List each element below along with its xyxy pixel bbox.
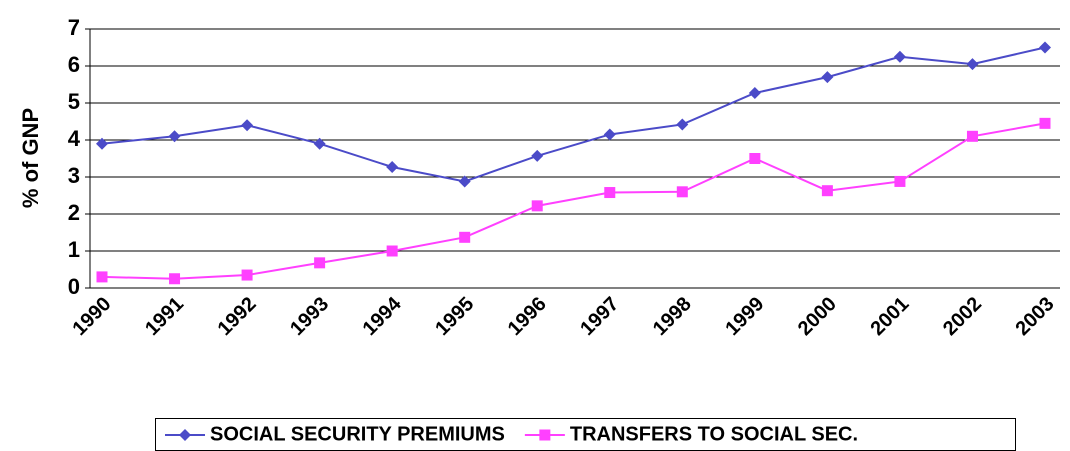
y-tick-label: 3: [68, 163, 80, 188]
marker: [386, 245, 398, 257]
marker: [821, 71, 834, 84]
x-tick-label: 2000: [794, 293, 841, 340]
y-tick-label: 4: [68, 126, 81, 151]
x-tick-label: 1991: [141, 293, 188, 340]
marker: [531, 149, 544, 162]
marker: [241, 119, 254, 132]
x-tick-label: 1994: [359, 292, 407, 340]
marker: [458, 175, 471, 188]
legend-label: SOCIAL SECURITY PREMIUMS: [210, 423, 505, 445]
marker: [313, 137, 326, 150]
marker: [96, 137, 108, 150]
marker: [531, 200, 543, 212]
x-tick-label: 2003: [1012, 293, 1059, 340]
x-tick-label: 1990: [69, 293, 116, 340]
marker: [749, 153, 761, 164]
y-tick-label: 7: [68, 15, 80, 40]
marker: [314, 257, 326, 269]
legend-box: [155, 418, 1016, 451]
marker: [603, 128, 616, 141]
x-tick-label: 2002: [939, 293, 986, 340]
series-line: [101, 46, 1046, 183]
marker: [1039, 117, 1051, 129]
marker: [96, 271, 108, 283]
marker: [748, 87, 761, 100]
marker: [676, 118, 689, 131]
x-tick-label: 2001: [866, 293, 913, 340]
x-tick-label: 1995: [431, 293, 478, 340]
x-tick-label: 1996: [504, 293, 551, 340]
marker: [893, 50, 906, 63]
x-tick-label: 1993: [286, 293, 333, 340]
marker: [539, 429, 551, 441]
y-tick-label: 2: [68, 200, 80, 225]
marker: [966, 130, 978, 142]
legend-label: TRANSFERS TO SOCIAL SEC.: [570, 423, 858, 445]
y-tick-label: 5: [68, 89, 80, 114]
marker: [894, 175, 906, 187]
y-tick-label: 1: [68, 237, 80, 262]
y-tick-label: 6: [68, 52, 80, 77]
x-tick-label: 1997: [576, 293, 623, 340]
marker: [169, 273, 181, 285]
marker: [966, 58, 979, 71]
marker: [386, 161, 399, 174]
y-axis-label: % of GNP: [18, 108, 43, 208]
x-tick-label: 1999: [721, 293, 768, 340]
marker: [821, 185, 833, 197]
marker: [168, 130, 181, 143]
series-line: [101, 122, 1046, 280]
marker: [241, 269, 253, 281]
x-tick-label: 1998: [649, 293, 696, 340]
y-tick-label: 0: [68, 274, 80, 299]
x-tick-label: 1992: [214, 293, 261, 340]
marker: [1039, 41, 1051, 54]
marker: [459, 231, 471, 243]
marker: [604, 187, 616, 199]
marker: [179, 429, 191, 441]
marker: [676, 186, 688, 198]
